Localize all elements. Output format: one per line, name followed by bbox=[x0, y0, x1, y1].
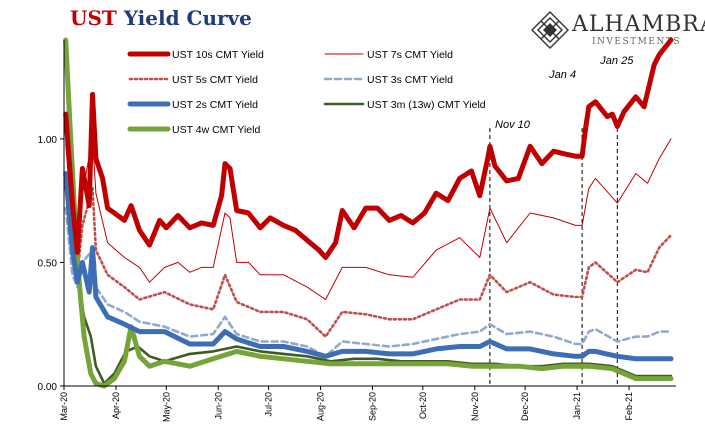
series-layer bbox=[63, 37, 674, 389]
legend-label-ust-4w-cmt-yield: UST 4w CMT Yield bbox=[172, 124, 260, 136]
legend: UST 10s CMT Yield UST 7s CMT Yield UST 5s … bbox=[127, 49, 486, 136]
x-tick-label: Aug-20 bbox=[316, 392, 326, 421]
x-tick-label: Dec-20 bbox=[520, 392, 530, 421]
brand-logo: ALHAMBRA INVESTMENTS bbox=[530, 10, 705, 50]
x-tick-label: Oct-20 bbox=[418, 392, 428, 419]
x-tick-label: Jan-21 bbox=[572, 392, 582, 420]
brand-subtitle: INVESTMENTS bbox=[592, 37, 681, 47]
series-line-ust-10s-cmt-yield bbox=[63, 37, 674, 260]
series-line-ust-3s-cmt-yield bbox=[64, 206, 673, 358]
y-tick-label: 1.00 bbox=[38, 135, 58, 146]
x-tick-label: Apr-20 bbox=[111, 392, 121, 419]
axes-layer: 0.00 0.50 1.00 Mar-20 Apr-20 May-20 Jun-20 Jul-… bbox=[38, 40, 676, 422]
y-tick-label: 0.50 bbox=[38, 258, 58, 269]
legend-label-ust-3s-cmt-yield: UST 3s CMT Yield bbox=[367, 74, 453, 86]
legend-label-ust-3m-13w-cmt-yield: UST 3m (13w) CMT Yield bbox=[367, 99, 486, 111]
page-title: UST Yield Curve bbox=[70, 6, 252, 30]
annotation-label-jan-4: Jan 4 bbox=[548, 69, 576, 81]
x-tick-label: Nov-20 bbox=[470, 392, 480, 421]
x-tick-label: Mar-20 bbox=[59, 392, 69, 421]
annotation-label-nov-10: Nov 10 bbox=[495, 119, 531, 131]
legend-label-ust-2s-cmt-yield: UST 2s CMT Yield bbox=[172, 99, 258, 111]
legend-label-ust-7s-cmt-yield: UST 7s CMT Yield bbox=[367, 49, 453, 61]
series-line-ust-7s-cmt-yield bbox=[65, 138, 672, 300]
legend-label-ust-10s-cmt-yield: UST 10s CMT Yield bbox=[172, 49, 264, 61]
x-tick-label: Sep-20 bbox=[368, 392, 378, 421]
y-tick-label: 0.00 bbox=[38, 382, 58, 393]
title-yield-curve: Yield Curve bbox=[123, 6, 252, 30]
legend-label-ust-5s-cmt-yield: UST 5s CMT Yield bbox=[172, 74, 258, 86]
x-tick-label: Feb-21 bbox=[624, 392, 634, 421]
diamond-lattice-icon bbox=[531, 11, 569, 49]
title-ust: UST bbox=[70, 6, 117, 30]
x-tick-label: Jun-20 bbox=[213, 392, 223, 420]
annotation-label-jan-25: Jan 25 bbox=[599, 55, 634, 67]
x-tick-label: May-20 bbox=[161, 392, 171, 422]
series-line-ust-2s-cmt-yield bbox=[63, 171, 674, 362]
series-line-ust-5s-cmt-yield bbox=[64, 177, 673, 338]
brand-name: ALHAMBRA bbox=[572, 12, 705, 37]
x-tick-label: Jul-20 bbox=[264, 392, 274, 417]
annotations-layer: Nov 10 Jan 4 Jan 25 bbox=[489, 55, 634, 386]
